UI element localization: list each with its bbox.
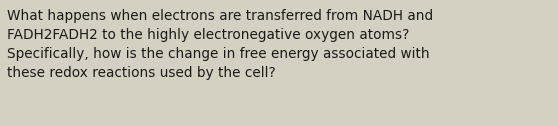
Text: What happens when electrons are transferred from NADH and
FADH2FADH2 to the high: What happens when electrons are transfer… — [7, 9, 433, 80]
